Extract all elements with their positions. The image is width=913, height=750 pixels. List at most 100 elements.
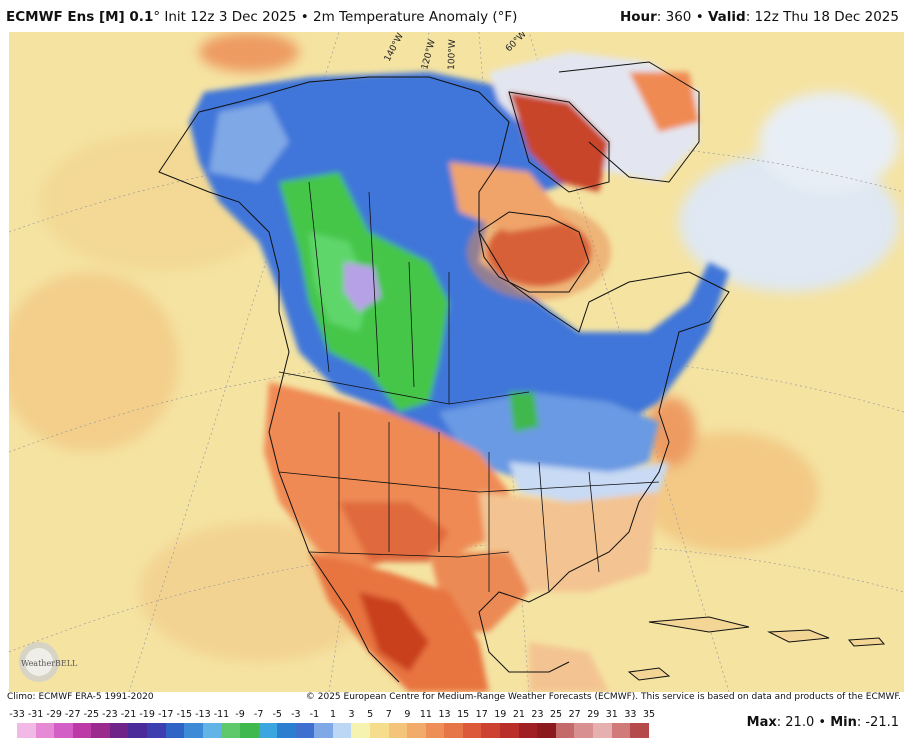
max-label: Max [746, 715, 777, 730]
colorbar-tick-label: -9 [235, 709, 245, 720]
colorbar-swatch [91, 723, 110, 738]
political-borders [278, 181, 660, 593]
colorbar-tick-label: -29 [46, 709, 62, 720]
min-label: Min [830, 715, 857, 730]
map-title: ECMWF Ens [M] 0.1° Init 12z 3 Dec 2025 •… [6, 9, 517, 25]
green-anomaly-wisconsin [509, 392, 539, 432]
colorbar-tick-label: 15 [457, 709, 470, 720]
colorbar-swatch [277, 723, 296, 738]
colorbar-tick-label: 27 [568, 709, 581, 720]
cold-region-light-blue [209, 102, 289, 182]
ocean-warm-patch-pacific [9, 272, 179, 452]
colorbar-swatch [165, 723, 185, 738]
colorbar-tick-label: 7 [385, 709, 392, 720]
colorbar-tick-label: -33 [9, 709, 25, 720]
header: ECMWF Ens [M] 0.1° Init 12z 3 Dec 2025 •… [0, 0, 913, 32]
colorbar-tick-label: -1 [309, 709, 320, 720]
colorbar-swatch [444, 723, 463, 738]
ocean-warm-patch-north [199, 32, 299, 72]
colorbar-tick-label: 5 [367, 709, 374, 720]
cold-region-alaska-canada [189, 72, 729, 462]
colorbar-swatch [295, 723, 315, 738]
colorbar-swatch [54, 723, 73, 738]
colorbar-swatch [369, 723, 389, 738]
colorbar-swatch [314, 723, 333, 738]
colorbar-tick-label: -27 [64, 709, 81, 720]
colorbar-tick-label: -15 [176, 709, 193, 720]
colorbar-swatch [128, 723, 148, 738]
colorbar-swatch [17, 723, 36, 738]
colorbar-swatch [184, 723, 203, 738]
colorbar-tick-label: 35 [642, 709, 656, 720]
colorbar-swatch [72, 723, 92, 738]
warm-anomaly-western-us [264, 382, 509, 572]
colorbar-tick-label: 1 [329, 709, 337, 720]
colorbar-swatch [407, 723, 426, 738]
colorbar-tick-label: 31 [605, 709, 618, 720]
weatherbell-logo: WeatherBELL [19, 642, 78, 682]
ocean-cool-patch-east [759, 92, 899, 192]
field-name: 2m Temperature Anomaly (°F) [313, 9, 518, 25]
valid-separator: • [695, 9, 704, 25]
colorbar-tick-label: -23 [102, 709, 118, 720]
colorbar-swatch [388, 723, 408, 738]
colorbar-tick-label: 21 [512, 709, 525, 720]
min-value: : -21.1 [856, 715, 899, 730]
model-name: ECMWF Ens [M] 0.1 [6, 9, 154, 25]
colorbar-tick-label: 9 [404, 709, 411, 720]
colorbar-legend: -33 -31 -29 -27 -25 -23 -21 -19 -17 -15 -13 -11 -9 -7… [9, 709, 655, 741]
coastlines [158, 61, 730, 683]
hour-label: Hour [619, 9, 657, 25]
cold-region-great-lakes [439, 392, 659, 482]
colorbar-swatch [147, 723, 166, 738]
temperature-anomaly-map[interactable]: 140°W 120°W 100°W 60°W WeatherBELL [9, 32, 904, 692]
colorbar-tick-label: -25 [83, 709, 100, 720]
colorbar-swatch [332, 723, 352, 738]
colorbar-tick-label: 29 [587, 709, 600, 720]
colorbar-tick-label: -3 [291, 709, 301, 720]
colorbar-tick-label: 33 [624, 709, 637, 720]
max-min-stats: Max: 21.0 • Min: -21.1 [747, 715, 899, 730]
ocean-warm-patch-atlantic [639, 432, 819, 552]
green-anomaly-inner [309, 232, 369, 332]
colorbar-tick-label: -5 [272, 709, 282, 720]
colorbar-tick-label: 13 [438, 709, 451, 720]
hour-value: : 360 [656, 9, 692, 25]
valid-time-info: Hour: 360 • Valid: 12z Thu 18 Dec 2025 [620, 9, 899, 25]
colorbar-tick-label: -17 [157, 709, 174, 720]
mild-anomaly-eastern-us [479, 492, 659, 592]
colorbar-swatch [258, 723, 278, 738]
colorbar-swatch [202, 723, 222, 738]
colorbar-tick-label: 11 [419, 709, 432, 720]
colorbar-tick-label: -31 [27, 709, 44, 720]
colorbar-tick-label: 3 [348, 709, 355, 720]
colorbar-tick-label: -7 [253, 709, 264, 720]
colorbar-tick-label: 17 [475, 709, 488, 720]
colorbar-swatch [35, 723, 55, 738]
colorbar-swatch [592, 723, 612, 738]
caribbean-islands [627, 616, 886, 681]
colorbar-tick-label: 19 [494, 709, 507, 720]
colorbar-swatch [425, 723, 445, 738]
max-value: : 21.0 [776, 715, 815, 730]
colorbar-swatch [221, 723, 240, 738]
ocean-warm-patch-gulf-stream [646, 397, 696, 467]
title-separator: • [300, 9, 309, 25]
colorbar-swatches [17, 723, 649, 738]
colorbar-swatch [481, 723, 501, 738]
colorbar-tick-label: 25 [550, 709, 563, 720]
logo-text: WeatherBELL [21, 659, 78, 668]
colorbar-swatch [537, 723, 556, 738]
colorbar-swatch [239, 723, 259, 738]
colorbar-swatch [518, 723, 538, 738]
colorbar-swatch [555, 723, 575, 738]
colorbar-tick-label: -19 [139, 709, 155, 720]
colorbar-swatch [630, 723, 649, 738]
climo-source: Climo: ECMWF ERA-5 1991-2020 [7, 692, 154, 702]
colorbar-tick-label: -21 [120, 709, 137, 720]
warm-anomaly-greenland-east [629, 72, 699, 132]
purple-anomaly-bc [344, 262, 381, 312]
warm-anomaly-mexico-hot [359, 592, 429, 672]
valid-value: : 12z Thu 18 Dec 2025 [745, 9, 899, 25]
init-time: ° Init 12z 3 Dec 2025 [153, 9, 297, 25]
